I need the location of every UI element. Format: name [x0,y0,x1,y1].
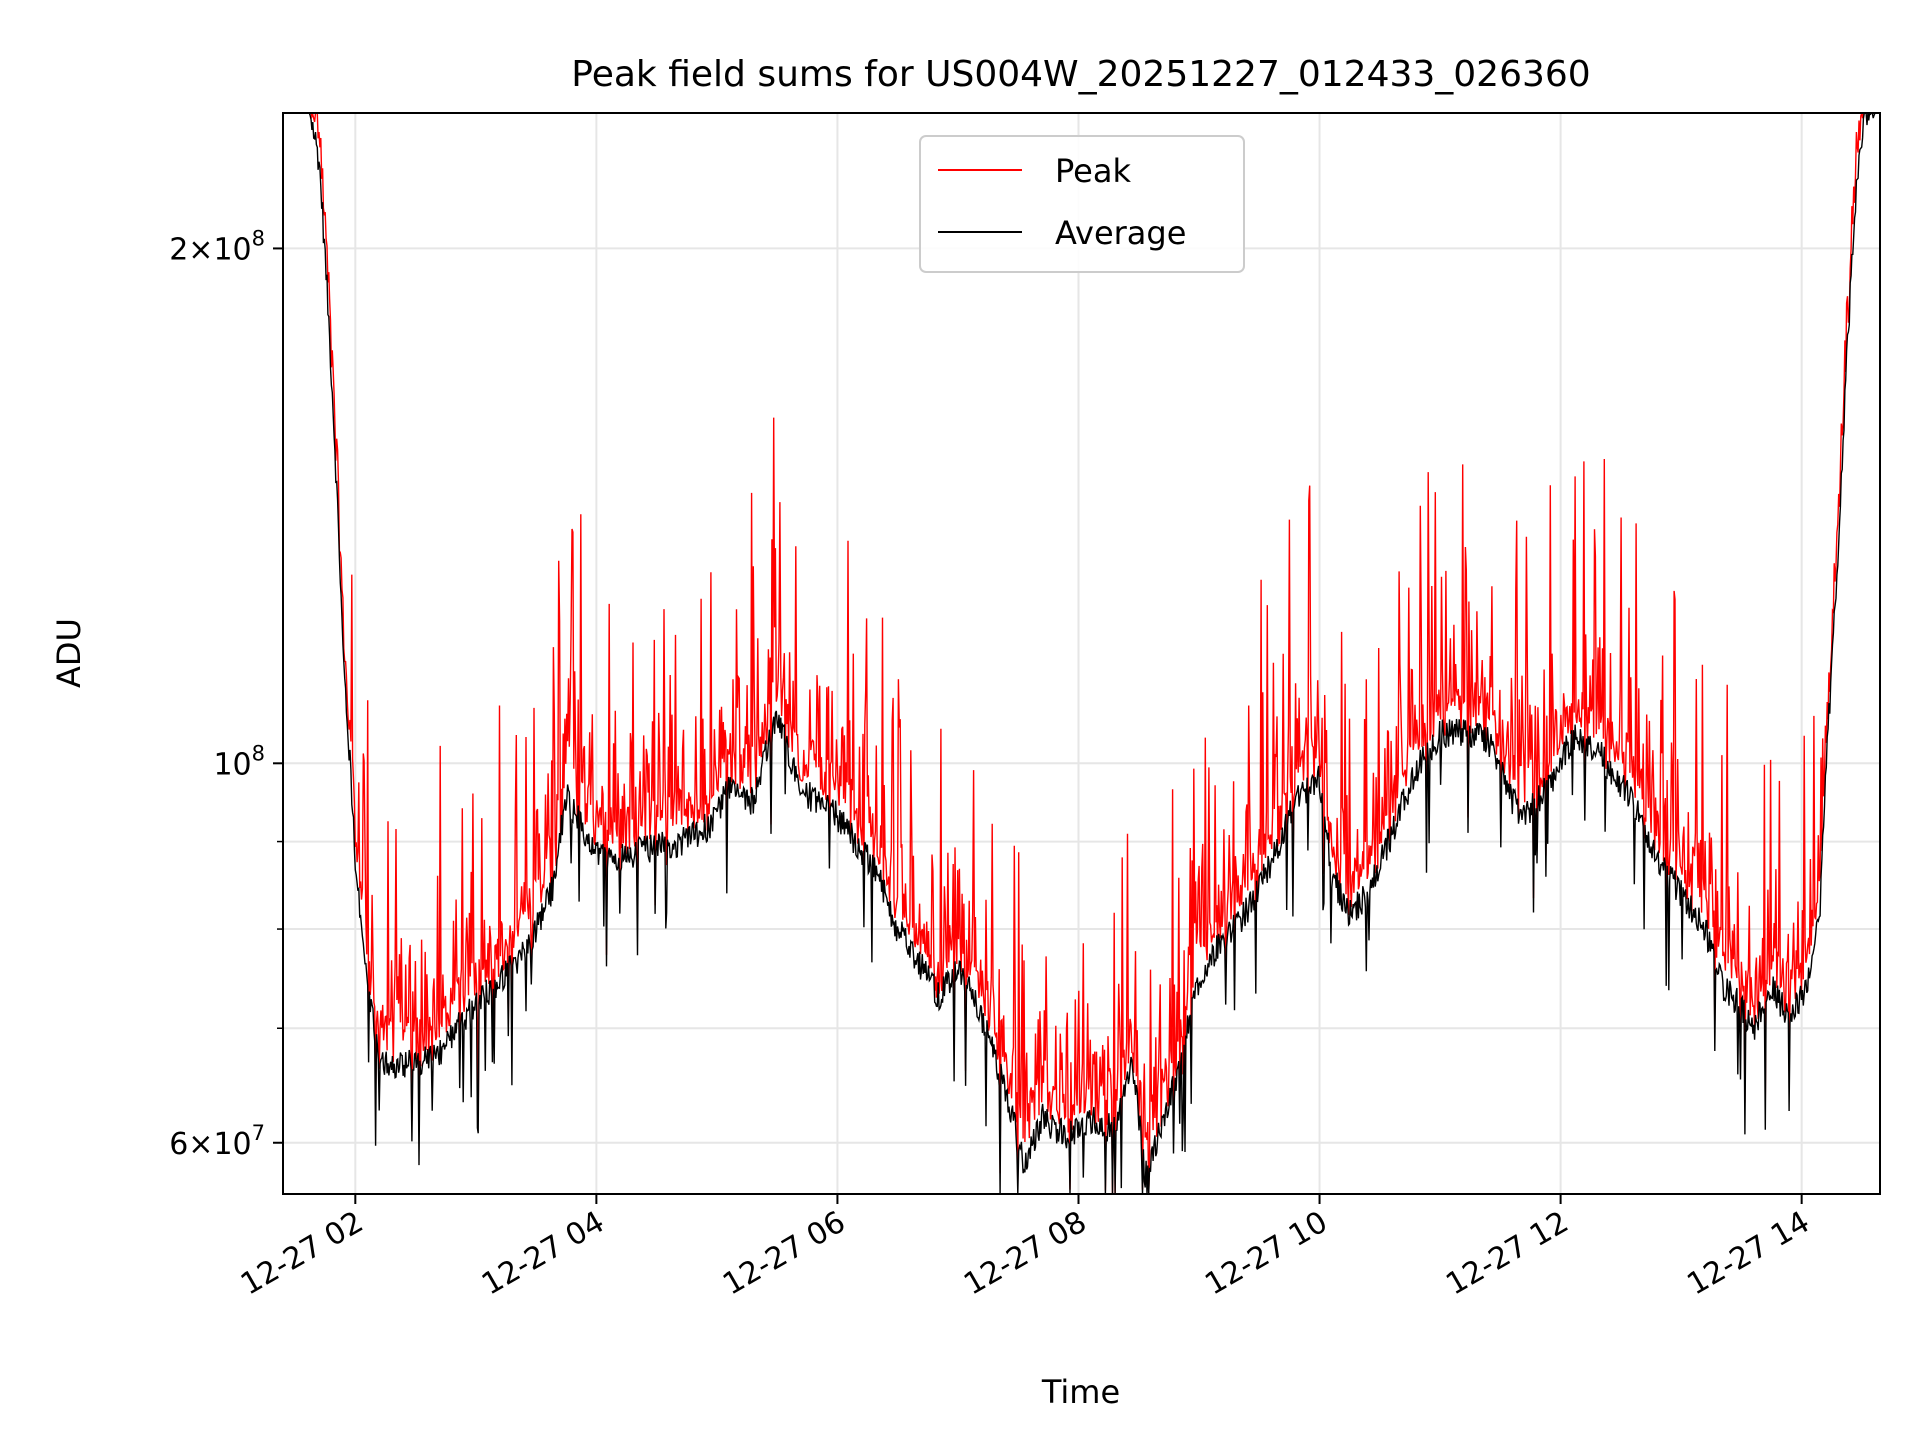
plot-frame [282,112,1881,1195]
legend: Peak Average [919,135,1245,273]
x-axis-label: Time [1041,1373,1120,1411]
y-tick-label: 2×108 [169,226,265,267]
legend-average-label: Average [1055,214,1186,252]
series-line-average [285,113,1878,1194]
series-lines [285,113,1878,1194]
y-tick-label: 6×107 [169,1121,265,1162]
y-tick-label: 108 [213,741,265,782]
y-axis-label: ADU [50,618,88,688]
chart-title: Peak field sums for US004W_20251227_0124… [571,54,1590,95]
legend-peak-label: Peak [1055,152,1131,190]
